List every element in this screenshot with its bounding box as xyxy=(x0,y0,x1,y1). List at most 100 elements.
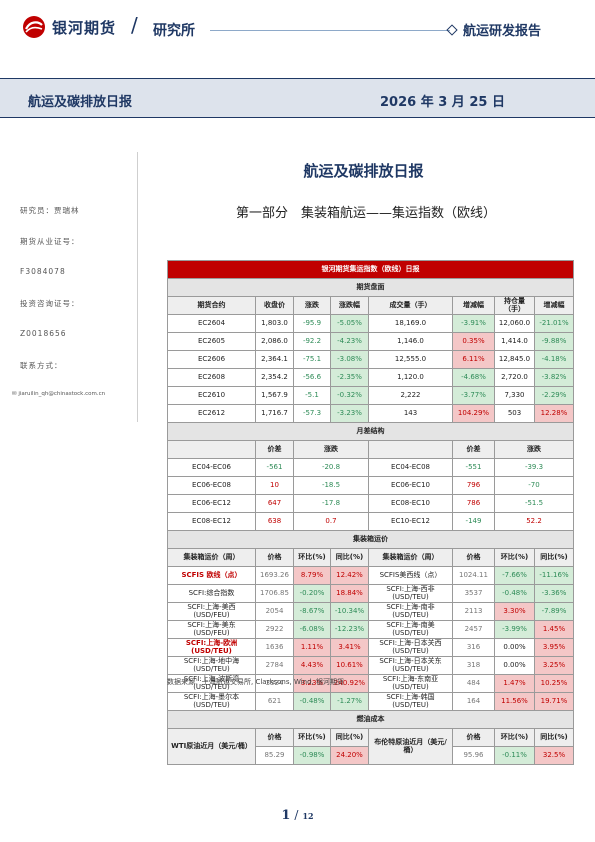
page-header: 银河期货 / 研究所 航运研发报告 xyxy=(0,0,595,60)
yoy-change: -10.34% xyxy=(330,602,369,621)
section-fuel: 燃油成本 xyxy=(167,710,574,729)
page-number: 1/12 xyxy=(0,804,595,823)
header-row: 价差 涨跌 价差 涨跌 xyxy=(167,440,574,459)
volume-change-pct: -4.68% xyxy=(452,368,495,387)
yoy-change: -1.27% xyxy=(330,692,369,711)
futures-row: EC2606 2,364.1 -75.1 -3.08% 12,555.0 6.11% 12,… xyxy=(167,350,574,369)
route-name: SCFIS美西线（点） xyxy=(368,566,453,585)
route-name: SCFI:上海-南美(USD/TEU) xyxy=(368,620,453,639)
open-interest: 2,720.0 xyxy=(494,368,535,387)
yoy-change: 3.95% xyxy=(534,638,574,657)
section-title: 第一部分 集装箱航运——集运指数（欧线） xyxy=(235,206,496,221)
contract-name: EC2612 xyxy=(167,404,256,423)
open-interest: 12,845.0 xyxy=(494,350,535,369)
column-header: 价差 xyxy=(452,440,495,459)
column-header: 价格 xyxy=(255,548,294,567)
spread-row: EC06-EC08 10 -18.5 EC06-EC10 796 -70 xyxy=(167,476,574,495)
brent-price: 95.96 xyxy=(452,746,495,765)
yoy-change: -11.16% xyxy=(534,566,574,585)
change-value: -57.3 xyxy=(293,404,331,423)
column-header: 环比(%) xyxy=(494,548,535,567)
route-name: SCFI:上海-日本关东(USD/TEU) xyxy=(368,656,453,675)
oi-change-pct: -21.01% xyxy=(534,314,574,333)
total-pages: 12 xyxy=(302,811,314,821)
spread-name: EC10-EC12 xyxy=(368,512,453,531)
section-row: 集装箱运价 xyxy=(167,530,574,549)
column-header: 价差 xyxy=(255,440,294,459)
spread-value: -149 xyxy=(452,512,495,531)
wow-change: 0.00% xyxy=(494,638,535,657)
spread-row: EC06-EC12 647 -17.8 EC08-EC10 786 -51.5 xyxy=(167,494,574,513)
route-name: SCFI:上海-南非(USD/TEU) xyxy=(368,602,453,621)
yoy-change: 1.45% xyxy=(534,620,574,639)
wow-change: -0.48% xyxy=(494,584,535,603)
close-price: 2,354.2 xyxy=(255,368,294,387)
spread-name: EC04-EC08 xyxy=(368,458,453,477)
column-header: 集装箱运价（周） xyxy=(167,548,256,567)
email-line[interactable]: ✉ jiaruilin_qh@chinastock.com.cn xyxy=(12,391,105,397)
open-interest: 503 xyxy=(494,404,535,423)
report-type: 航运研发报告 xyxy=(463,24,542,39)
email-address[interactable]: jiaruilin_qh@chinastock.com.cn xyxy=(18,391,106,397)
open-interest: 7,330 xyxy=(494,386,535,405)
volume: 1,146.0 xyxy=(368,332,453,351)
wow-change: -0.48% xyxy=(293,692,331,711)
volume-change-pct: -3.77% xyxy=(452,386,495,405)
oi-change-pct: -4.18% xyxy=(534,350,574,369)
change-pct: -3.08% xyxy=(330,350,369,369)
column-header: 持仓量（手） xyxy=(494,296,535,315)
column-header: 集装箱运价（周） xyxy=(368,548,453,567)
header-row: WTI原油近月（美元/桶） 价格 环比(%) 同比(%) 布伦特原油近月（美元/桶） 价格… xyxy=(167,728,574,765)
column-header: 涨跌 xyxy=(293,440,369,459)
column-header: 价格 xyxy=(255,728,294,747)
diamond-icon xyxy=(446,24,458,36)
sidebar-divider xyxy=(137,152,138,422)
route-price: 1706.85 xyxy=(255,584,294,603)
change-value: -95.9 xyxy=(293,314,331,333)
yoy-change: 12.42% xyxy=(330,566,369,585)
wti-yoy: 24.20% xyxy=(330,746,369,765)
column-header: 同比(%) xyxy=(534,548,574,567)
spread-name: EC06-EC12 xyxy=(167,494,256,513)
route-name: SCFI:上海-东南亚(USD/TEU) xyxy=(368,674,453,693)
route-price: 164 xyxy=(452,692,495,711)
route-price: 3537 xyxy=(452,584,495,603)
brent-yoy: 32.5% xyxy=(534,746,574,765)
oi-change-pct: 12.28% xyxy=(534,404,574,423)
route-name: SCFI:上海-美西(USD/FEU) xyxy=(167,602,256,621)
route-price: 2784 xyxy=(255,656,294,675)
table-title: 银河期货集运指数（欧线）日报 xyxy=(167,260,574,279)
yoy-change: -12.23% xyxy=(330,620,369,639)
volume-change-pct: 0.35% xyxy=(452,332,495,351)
spread-value: 647 xyxy=(255,494,294,513)
freight-row: SCFI:上海-美西(USD/FEU) 2054 -8.67% -10.34% SCFI… xyxy=(167,602,574,621)
spread-name: EC08-EC10 xyxy=(368,494,453,513)
wow-change: 1.47% xyxy=(494,674,535,693)
spread-change: 0.7 xyxy=(293,512,369,531)
yoy-change: -3.36% xyxy=(534,584,574,603)
change-pct: -4.23% xyxy=(330,332,369,351)
change-value: -92.2 xyxy=(293,332,331,351)
wti-label: WTI原油近月（美元/桶） xyxy=(167,728,256,765)
close-price: 2,364.1 xyxy=(255,350,294,369)
route-name: SCFI:上海-西非(USD/TEU) xyxy=(368,584,453,603)
spread-change: -18.5 xyxy=(293,476,369,495)
route-name: SCFI:上海-墨尔本(USD/TEU) xyxy=(167,692,256,711)
section-spreads: 月差结构 xyxy=(167,422,574,441)
change-pct: -2.35% xyxy=(330,368,369,387)
column-header xyxy=(167,440,256,459)
spread-value: 796 xyxy=(452,476,495,495)
contact-label: 联系方式： xyxy=(20,361,63,370)
yoy-change: 10.61% xyxy=(330,656,369,675)
spread-value: 638 xyxy=(255,512,294,531)
column-header: 环比(%) xyxy=(293,548,331,567)
volume-change-pct: -3.91% xyxy=(452,314,495,333)
column-header: 同比(%) xyxy=(330,728,369,747)
column-header: 价格 xyxy=(452,548,495,567)
freight-row: SCFI:综合指数 1706.85 -0.20% 18.84% SCFI:上海-西非(U… xyxy=(167,584,574,603)
title-band: 航运及碳排放日报 2026 年 3 月 25 日 xyxy=(0,78,595,118)
column-header: 收盘价 xyxy=(255,296,294,315)
column-header: 环比(%) xyxy=(293,728,331,747)
route-name: SCFI:上海-韩国(USD/TEU) xyxy=(368,692,453,711)
yoy-change: 240.92% xyxy=(330,674,369,693)
